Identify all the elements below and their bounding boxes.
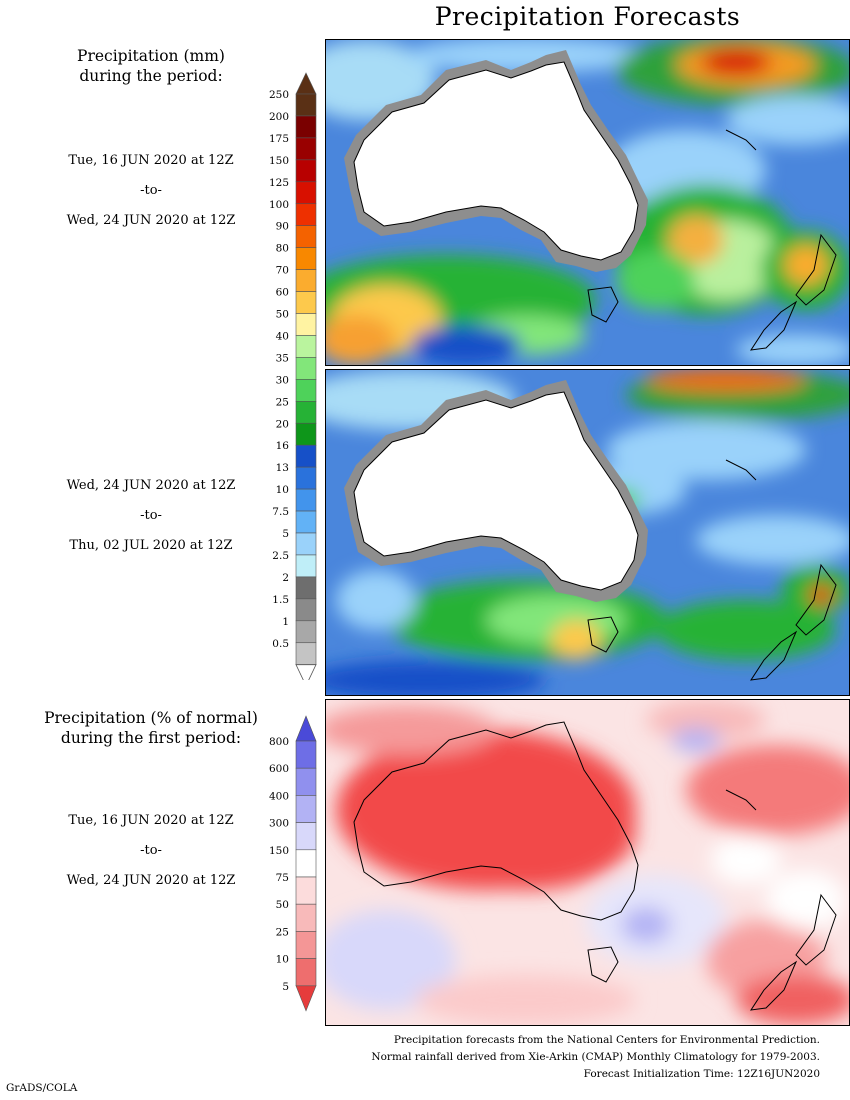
percent-color-scale: 800 600 400 300 150 75 50 25 10 5 xyxy=(269,715,317,1012)
period1-end: Wed, 24 JUN 2020 at 12Z xyxy=(66,213,236,228)
amount-heading: Precipitation (mm) during the period: xyxy=(40,46,262,86)
map-panel-percent-normal xyxy=(325,699,850,1026)
scale-tick-label: 40 xyxy=(276,330,289,342)
percent-bottom-arrow xyxy=(295,985,317,1012)
period1-start: Tue, 16 JUN 2020 at 12Z xyxy=(68,153,234,168)
scale-tick-label: 2 xyxy=(282,572,289,584)
scale-tick-label: 16 xyxy=(276,440,290,452)
scale-tick-label: 1.5 xyxy=(272,594,289,606)
percent-swatch xyxy=(295,767,317,796)
scale-tick-label: 25 xyxy=(276,396,289,408)
scale-tick-label: 30 xyxy=(276,374,289,386)
amount-color-scale: 2502001751501251009080706050403530252016… xyxy=(269,72,317,680)
percent-tick-label: 400 xyxy=(269,790,289,802)
page-title: Precipitation Forecasts xyxy=(434,2,741,31)
scale-tick-label: 100 xyxy=(269,199,289,211)
percent-tick-label: 800 xyxy=(269,736,289,748)
percent-top-arrow xyxy=(295,715,317,742)
scale-tick-label: 1 xyxy=(282,616,289,628)
map-panel-period1 xyxy=(325,39,850,366)
period2-start: Wed, 24 JUN 2020 at 12Z xyxy=(66,478,236,493)
percent-tick-label: 10 xyxy=(276,954,289,966)
percent-swatch xyxy=(295,849,317,878)
scale-tick-label: 35 xyxy=(276,352,289,364)
percent-swatch xyxy=(295,876,317,905)
percent-tick-label: 150 xyxy=(269,845,289,857)
percent-normal-map xyxy=(326,700,849,1025)
period3-start: Tue, 16 JUN 2020 at 12Z xyxy=(68,813,234,828)
percent-swatch xyxy=(295,931,317,959)
scale-tick-label: 5 xyxy=(282,528,289,540)
percent-tick-label: 300 xyxy=(269,818,289,830)
period3-end: Wed, 24 JUN 2020 at 12Z xyxy=(66,873,236,888)
percent-tick-label: 5 xyxy=(282,981,289,993)
percent-swatch xyxy=(295,903,317,932)
grads-credit: GrADS/COLA xyxy=(6,1082,78,1094)
scale-bottom-arrow xyxy=(295,664,317,680)
amount-heading-line2: during the period: xyxy=(79,67,223,85)
percent-tick-label: 25 xyxy=(276,926,289,938)
scale-tick-label: 125 xyxy=(269,177,289,189)
scale-tick-label: 7.5 xyxy=(272,506,289,518)
percent-swatch xyxy=(295,795,317,823)
scale-tick-label: 60 xyxy=(276,287,289,299)
scale-tick-label: 150 xyxy=(269,155,289,167)
scale-tick-label: 2.5 xyxy=(272,550,289,562)
percent-swatch xyxy=(295,958,317,987)
scale-tick-label: 50 xyxy=(276,309,289,321)
period1-to: -to- xyxy=(140,183,162,198)
scale-tick-label: 250 xyxy=(269,89,289,101)
scale-tick-label: 70 xyxy=(276,265,289,277)
map-panel-period2 xyxy=(325,369,850,696)
scale-tick-label: 80 xyxy=(276,243,289,255)
scale-tick-label: 175 xyxy=(269,133,289,145)
scale-tick-label: 200 xyxy=(269,111,289,123)
scale-tick-label: 10 xyxy=(276,484,289,496)
scale-tick-label: 13 xyxy=(276,462,289,474)
percent-heading-line1: Precipitation (% of normal) xyxy=(44,709,258,727)
percent-tick-label: 50 xyxy=(276,899,289,911)
percent-heading-line2: during the first period: xyxy=(60,729,242,747)
period3-to: -to- xyxy=(140,843,162,858)
scale-tick-label: 0.5 xyxy=(272,638,289,650)
percent-tick-label: 75 xyxy=(276,872,289,884)
precip-map-period1 xyxy=(326,40,849,365)
footer-climatology-line: Normal rainfall derived from Xie-Arkin (… xyxy=(371,1051,820,1063)
footer-source-line: Precipitation forecasts from the Nationa… xyxy=(393,1034,820,1046)
percent-tick-label: 600 xyxy=(269,763,289,775)
scale-tick-label: 90 xyxy=(276,221,289,233)
precip-map-period2 xyxy=(326,370,849,695)
percent-swatch xyxy=(295,822,317,851)
scale-tick-label: 20 xyxy=(276,418,289,430)
percent-heading: Precipitation (% of normal) during the f… xyxy=(30,708,272,748)
period2-end: Thu, 02 JUL 2020 at 12Z xyxy=(69,538,233,553)
amount-heading-line1: Precipitation (mm) xyxy=(77,47,225,65)
footer-init-time: Forecast Initialization Time: 12Z16JUN20… xyxy=(583,1068,820,1080)
period2-to: -to- xyxy=(140,508,162,523)
percent-swatch xyxy=(295,740,317,769)
